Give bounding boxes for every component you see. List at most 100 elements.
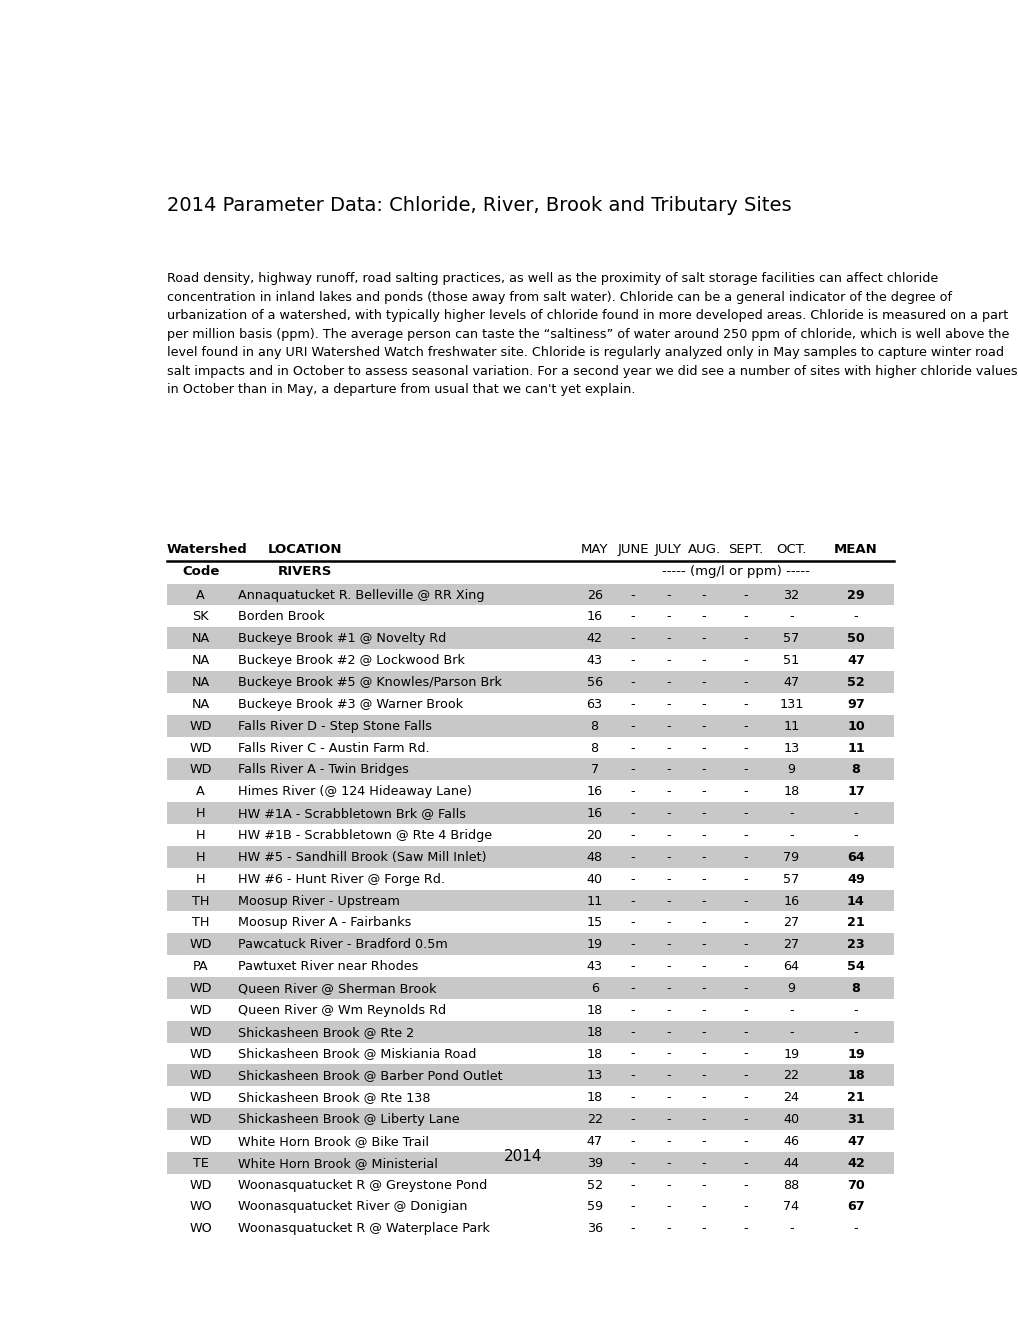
Text: -: - (630, 1026, 635, 1039)
Text: WD: WD (190, 1113, 212, 1126)
Text: 52: 52 (846, 676, 864, 689)
Text: -: - (665, 1135, 671, 1148)
Text: 20: 20 (586, 829, 602, 842)
Text: 32: 32 (783, 589, 799, 602)
Text: SK: SK (193, 610, 209, 623)
Text: 8: 8 (851, 982, 860, 995)
Text: -: - (665, 785, 671, 799)
Text: -: - (630, 785, 635, 799)
Text: Annaquatucket R. Belleville @ RR Xing: Annaquatucket R. Belleville @ RR Xing (238, 589, 484, 602)
Text: -: - (665, 939, 671, 952)
Text: -: - (701, 632, 706, 645)
Text: -: - (665, 742, 671, 755)
Text: -: - (853, 807, 857, 820)
Text: 9: 9 (787, 763, 795, 776)
Text: 27: 27 (783, 939, 799, 952)
Text: 46: 46 (783, 1135, 799, 1148)
Text: 26: 26 (586, 589, 602, 602)
Text: Pawtuxet River near Rhodes: Pawtuxet River near Rhodes (238, 960, 418, 973)
Text: 49: 49 (846, 873, 864, 886)
Text: Woonasquatucket R @ Greystone Pond: Woonasquatucket R @ Greystone Pond (238, 1179, 487, 1192)
Text: -: - (701, 1003, 706, 1016)
Text: -: - (630, 939, 635, 952)
Text: 48: 48 (586, 851, 602, 863)
Text: 2014: 2014 (503, 1150, 541, 1164)
Text: WD: WD (190, 982, 212, 995)
Text: -: - (701, 763, 706, 776)
Text: 15: 15 (586, 916, 602, 929)
Text: Woonasquatucket R @ Waterplace Park: Woonasquatucket R @ Waterplace Park (238, 1222, 489, 1236)
Text: -: - (701, 742, 706, 755)
Text: WD: WD (190, 939, 212, 952)
Text: -: - (630, 916, 635, 929)
Bar (167, 583, 894, 606)
Text: 43: 43 (586, 960, 602, 973)
Text: 67: 67 (847, 1200, 864, 1213)
Text: -: - (743, 873, 747, 886)
Text: -: - (789, 1026, 793, 1039)
Text: -: - (743, 698, 747, 711)
Text: 47: 47 (846, 1135, 864, 1148)
Text: -: - (630, 1048, 635, 1060)
Text: -: - (789, 1003, 793, 1016)
Text: -: - (665, 1200, 671, 1213)
Text: HW #1A - Scrabbletown Brk @ Falls: HW #1A - Scrabbletown Brk @ Falls (238, 807, 466, 820)
Text: -: - (665, 719, 671, 733)
Text: JULY: JULY (654, 543, 682, 556)
Text: WD: WD (190, 1026, 212, 1039)
Text: -: - (665, 676, 671, 689)
Text: -: - (665, 1113, 671, 1126)
Text: 29: 29 (846, 589, 864, 602)
Text: 18: 18 (586, 1092, 602, 1105)
Text: -: - (630, 1156, 635, 1170)
Text: Buckeye Brook #5 @ Knowles/Parson Brk: Buckeye Brook #5 @ Knowles/Parson Brk (238, 676, 501, 689)
Text: -: - (665, 960, 671, 973)
Text: WD: WD (190, 1092, 212, 1105)
Text: -: - (665, 1048, 671, 1060)
Bar (167, 1064, 894, 1086)
Text: -: - (630, 1069, 635, 1082)
Text: -: - (789, 610, 793, 623)
Text: 7: 7 (590, 763, 598, 776)
Text: Falls River D - Step Stone Falls: Falls River D - Step Stone Falls (238, 719, 432, 733)
Text: 43: 43 (586, 655, 602, 667)
Text: -: - (701, 807, 706, 820)
Text: -: - (743, 1003, 747, 1016)
Text: -: - (743, 851, 747, 863)
Text: -: - (665, 1092, 671, 1105)
Text: WD: WD (190, 719, 212, 733)
Text: Buckeye Brook #2 @ Lockwood Brk: Buckeye Brook #2 @ Lockwood Brk (238, 655, 465, 667)
Text: -: - (789, 829, 793, 842)
Text: 36: 36 (586, 1222, 602, 1236)
Text: 19: 19 (846, 1048, 864, 1060)
Text: TH: TH (192, 895, 209, 908)
Text: 9: 9 (787, 982, 795, 995)
Text: Borden Brook: Borden Brook (238, 610, 324, 623)
Text: -: - (743, 960, 747, 973)
Text: Shickasheen Brook @ Barber Pond Outlet: Shickasheen Brook @ Barber Pond Outlet (238, 1069, 502, 1082)
Text: H: H (196, 851, 205, 863)
Text: 59: 59 (586, 1200, 602, 1213)
Bar (167, 890, 894, 911)
Bar (167, 1020, 894, 1043)
Text: Woonasquatucket River @ Donigian: Woonasquatucket River @ Donigian (238, 1200, 468, 1213)
Text: -: - (701, 1092, 706, 1105)
Text: NA: NA (192, 632, 210, 645)
Text: Buckeye Brook #1 @ Novelty Rd: Buckeye Brook #1 @ Novelty Rd (238, 632, 446, 645)
Text: 64: 64 (783, 960, 799, 973)
Text: LOCATION: LOCATION (268, 543, 342, 556)
Text: 23: 23 (846, 939, 864, 952)
Text: White Horn Brook @ Ministerial: White Horn Brook @ Ministerial (238, 1156, 437, 1170)
Text: 8: 8 (851, 763, 860, 776)
Text: -: - (630, 807, 635, 820)
Text: -: - (789, 807, 793, 820)
Text: -: - (630, 960, 635, 973)
Text: -: - (701, 676, 706, 689)
Text: 14: 14 (846, 895, 864, 908)
Text: 79: 79 (783, 851, 799, 863)
Text: 13: 13 (586, 1069, 602, 1082)
Text: -: - (743, 1135, 747, 1148)
Text: 16: 16 (586, 807, 602, 820)
Text: -: - (665, 763, 671, 776)
Text: -: - (701, 1179, 706, 1192)
